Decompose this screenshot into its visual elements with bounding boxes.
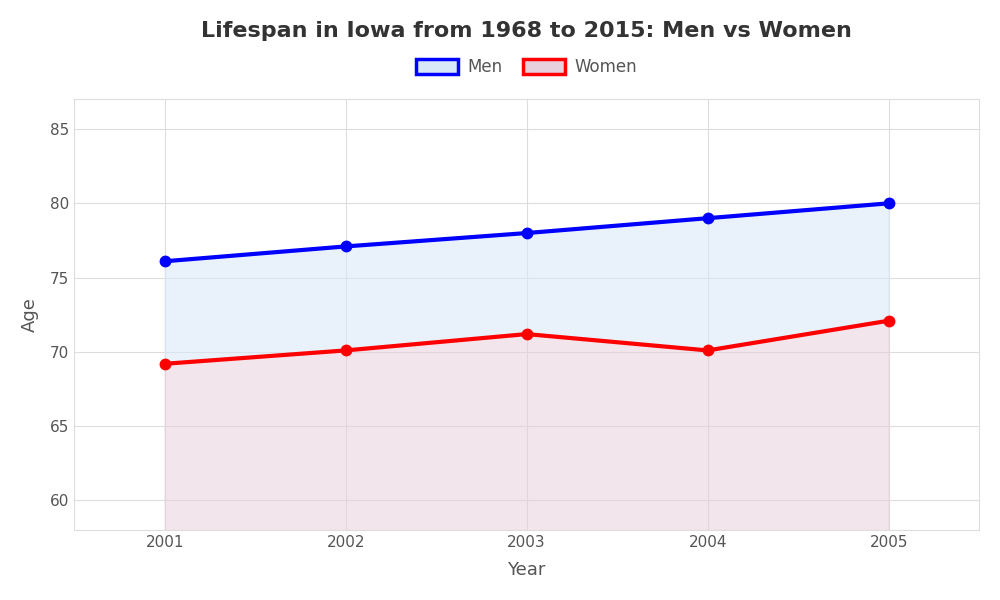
Y-axis label: Age: Age [21, 298, 39, 332]
Legend: Men, Women: Men, Women [409, 52, 644, 83]
Title: Lifespan in Iowa from 1968 to 2015: Men vs Women: Lifespan in Iowa from 1968 to 2015: Men … [201, 21, 852, 41]
X-axis label: Year: Year [507, 561, 546, 579]
